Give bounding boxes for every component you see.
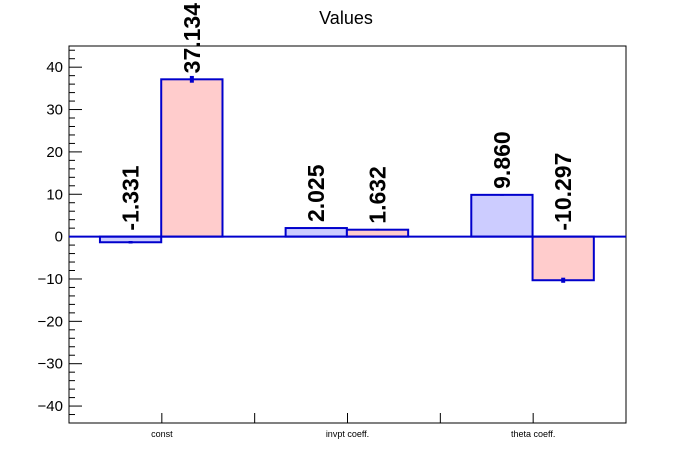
bar bbox=[531, 235, 595, 282]
data-label: 37.134 bbox=[179, 3, 205, 74]
data-label: -1.331 bbox=[118, 165, 144, 230]
x-tick-label: invpt coeff. bbox=[326, 429, 369, 439]
y-tick-label: 40 bbox=[46, 59, 63, 76]
plot-area: −40 −30 −20 −10 0 10 20 30 40 const -1.331 37.134 in… bbox=[38, 3, 627, 439]
y-tick-label: −40 bbox=[38, 398, 63, 415]
y-tick-label: −30 bbox=[38, 356, 63, 373]
bar bbox=[345, 228, 410, 238]
x-tick-label: theta coeff. bbox=[511, 429, 555, 439]
y-tick-label: 30 bbox=[46, 102, 63, 119]
bar bbox=[470, 193, 534, 238]
y-tick-label: −20 bbox=[38, 313, 63, 330]
x-tick-label: const bbox=[151, 429, 173, 439]
data-label: 1.632 bbox=[365, 166, 391, 224]
y-tick-label: 10 bbox=[46, 186, 63, 203]
data-label: 2.025 bbox=[303, 164, 329, 222]
y-tick-label: 20 bbox=[46, 144, 63, 161]
data-label: -10.297 bbox=[550, 153, 576, 231]
y-tick-label: 0 bbox=[55, 229, 63, 246]
data-label: 9.860 bbox=[489, 131, 515, 189]
chart-title: Values bbox=[319, 8, 373, 28]
y-tick-label: −10 bbox=[38, 271, 63, 288]
bar bbox=[284, 227, 348, 238]
bar bbox=[160, 78, 224, 238]
